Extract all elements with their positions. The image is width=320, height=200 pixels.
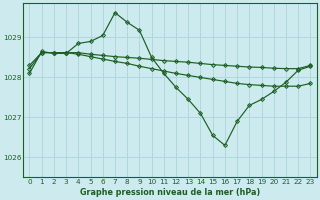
X-axis label: Graphe pression niveau de la mer (hPa): Graphe pression niveau de la mer (hPa) xyxy=(80,188,260,197)
